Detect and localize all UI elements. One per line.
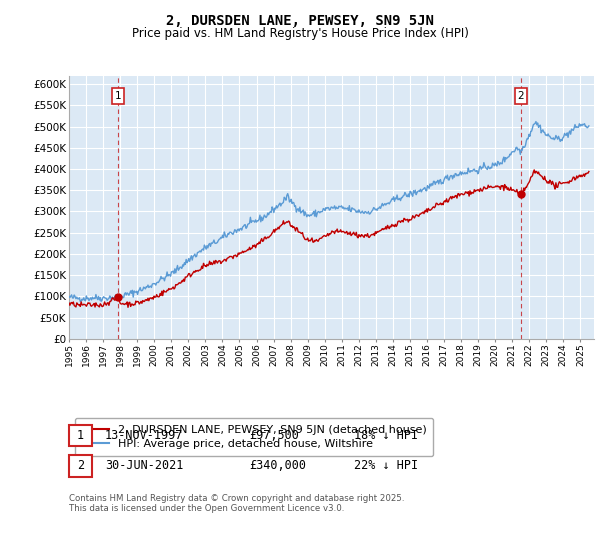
Text: Contains HM Land Registry data © Crown copyright and database right 2025.
This d: Contains HM Land Registry data © Crown c… [69,494,404,514]
Text: £97,500: £97,500 [249,429,299,442]
Legend: 2, DURSDEN LANE, PEWSEY, SN9 5JN (detached house), HPI: Average price, detached : 2, DURSDEN LANE, PEWSEY, SN9 5JN (detach… [74,418,433,456]
Text: 30-JUN-2021: 30-JUN-2021 [105,459,184,473]
Text: 13-NOV-1997: 13-NOV-1997 [105,429,184,442]
Text: 2: 2 [517,91,524,101]
Text: 2: 2 [77,459,84,473]
Text: Price paid vs. HM Land Registry's House Price Index (HPI): Price paid vs. HM Land Registry's House … [131,27,469,40]
Text: 1: 1 [115,91,121,101]
Text: 1: 1 [77,429,84,442]
Text: 22% ↓ HPI: 22% ↓ HPI [354,459,418,473]
Text: 18% ↓ HPI: 18% ↓ HPI [354,429,418,442]
Text: 2, DURSDEN LANE, PEWSEY, SN9 5JN: 2, DURSDEN LANE, PEWSEY, SN9 5JN [166,14,434,28]
Text: £340,000: £340,000 [249,459,306,473]
